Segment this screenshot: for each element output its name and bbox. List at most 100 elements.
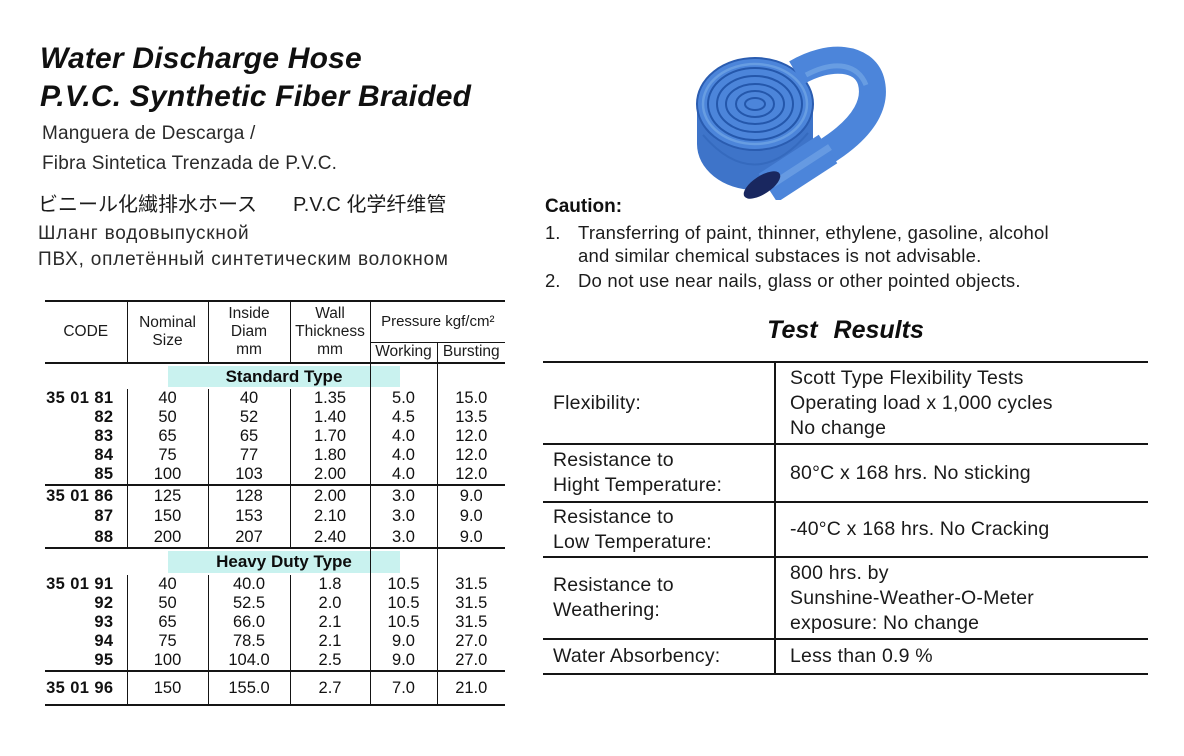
cell-nominal: 50 [126,594,208,613]
cell-nominal: 65 [126,427,208,446]
cell-nominal: 200 [126,527,208,548]
cell-nominal: 50 [126,408,208,427]
cell-code: 87 [94,507,114,525]
spec-row: 35 01 96 150 155.0 2.7 7.0 21.0 [45,670,506,705]
cell-wall: 2.1 [289,632,370,651]
test-results-title: Test Results [767,316,924,344]
test-label: Water Absorbency: [543,639,775,675]
test-value: 800 hrs. by Sunshine-Weather-O-Meter exp… [774,557,1148,640]
col-header-nominal-size: Nominal Size [126,301,208,364]
cell-code: 35 01 91 [46,575,114,593]
cell-bursting: 12.0 [436,465,506,485]
cell-nominal: 75 [126,632,208,651]
column-divider [370,364,371,389]
test-result-row: Resistance to Low Temperature: -40°C x 1… [543,502,1148,558]
cell-inside: 104.0 [207,651,290,671]
cell-inside: 128 [207,484,290,506]
cell-bursting: 27.0 [436,651,506,671]
cell-code: 85 [94,465,114,483]
cell-wall: 2.40 [289,527,370,548]
caution-section: Caution: 1. Transferring of paint, thinn… [545,196,1150,292]
subtitle-chinese: P.V.C 化学纤维管 [293,194,447,216]
product-title-line2: P.V.C. Synthetic Fiber Braided [40,80,472,113]
cell-working: 4.0 [369,465,437,485]
test-value: Scott Type Flexibility Tests Operating l… [774,362,1148,445]
cell-working: 10.5 [369,575,437,594]
cell-bursting: 31.5 [436,575,506,594]
hose-illustration [696,46,886,203]
spec-subheader-row: Working Bursting [45,342,506,364]
subtitle-russian-line1: Шланг водовыпускной [38,223,250,244]
cell-bursting: 15.0 [436,389,506,408]
cell-inside: 40.0 [207,575,290,594]
cell-working: 3.0 [369,484,437,506]
product-title-line1: Water Discharge Hose [40,42,362,75]
cell-inside: 103 [207,465,290,485]
cell-wall: 2.5 [289,651,370,671]
spec-header-row: CODE Nominal Size Inside Diam mm Wall Th… [45,301,506,364]
cell-inside: 77 [207,446,290,465]
section-highlight [168,551,400,573]
test-result-row: Resistance to Weathering: 800 hrs. by Su… [543,557,1148,640]
cell-wall: 1.80 [289,446,370,465]
cell-bursting: 9.0 [436,527,506,548]
test-value: 80°C x 168 hrs. No sticking [774,444,1148,503]
subtitle-spanish: Manguera de Descarga / Fibra Sintetica T… [42,119,337,179]
spec-row: 82 50 52 1.40 4.5 13.5 [45,408,506,427]
section-label-heavy-duty: Heavy Duty Type [216,552,352,571]
column-divider [437,364,438,389]
spec-row: 92 50 52.5 2.0 10.5 31.5 [45,594,506,613]
cell-working: 3.0 [369,506,437,527]
cell-bursting: 13.5 [436,408,506,427]
col-header-bursting: Bursting [436,342,506,364]
subtitle-russian: Шланг водовыпускной ПВХ, оплетённый синт… [38,221,449,273]
section-row-heavy-duty: Heavy Duty Type [45,547,506,575]
caution-heading: Caution: [545,196,623,217]
cell-wall: 1.70 [289,427,370,446]
cell-nominal: 125 [126,484,208,506]
spec-table-section: CODE Nominal Size Inside Diam mm Wall Th… [45,300,506,706]
spec-row: 94 75 78.5 2.1 9.0 27.0 [45,632,506,651]
cell-nominal: 75 [126,446,208,465]
subtitle-russian-line2: ПВХ, оплетённый синтетическим волокном [38,249,449,270]
subtitle-japanese: ビニール化繊排水ホース [38,194,257,216]
cell-working: 5.0 [369,389,437,408]
cell-wall: 2.00 [289,465,370,485]
cell-nominal: 150 [126,506,208,527]
spec-row: 95 100 104.0 2.5 9.0 27.0 [45,651,506,671]
test-result-row: Water Absorbency: Less than 0.9 % [543,639,1148,675]
col-header-code: CODE [45,301,127,364]
spec-row: 88 200 207 2.40 3.0 9.0 [45,527,506,548]
spec-table: CODE Nominal Size Inside Diam mm Wall Th… [45,300,506,706]
hose-product-photo [678,46,890,203]
caution-item-number: 1. [545,222,561,243]
cell-working: 4.0 [369,446,437,465]
cell-wall: 1.8 [289,575,370,594]
section-label-standard: Standard Type [225,366,343,386]
test-value: Less than 0.9 % [774,639,1148,675]
cell-nominal: 65 [126,613,208,632]
cell-inside: 65 [207,427,290,446]
cell-nominal: 100 [126,465,208,485]
test-result-row: Flexibility: Scott Type Flexibility Test… [543,362,1148,445]
spec-row: 35 01 86 125 128 2.00 3.0 9.0 [45,484,506,506]
spec-row: 35 01 91 40 40.0 1.8 10.5 31.5 [45,575,506,594]
cell-code: 92 [94,594,114,612]
cell-nominal: 40 [126,575,208,594]
cell-code: 35 01 86 [45,484,127,506]
cell-inside: 40 [207,389,290,408]
spec-row: 35 01 81 40 40 1.35 5.0 15.0 [45,389,506,408]
column-divider [370,549,371,575]
subtitle-spanish-line1: Manguera de Descarga / [42,123,256,144]
cell-wall: 2.1 [289,613,370,632]
cell-wall: 1.35 [289,389,370,408]
subtitle-cjk: ビニール化繊排水ホース P.V.C 化学纤维管 [38,188,446,217]
cell-code: 35 01 81 [46,389,114,407]
cell-code: 84 [94,446,114,464]
caution-item-number: 2. [545,270,561,291]
spec-row: 83 65 65 1.70 4.0 12.0 [45,427,506,446]
cell-nominal: 100 [126,651,208,671]
cell-code: 95 [94,651,114,669]
cell-working: 4.5 [369,408,437,427]
